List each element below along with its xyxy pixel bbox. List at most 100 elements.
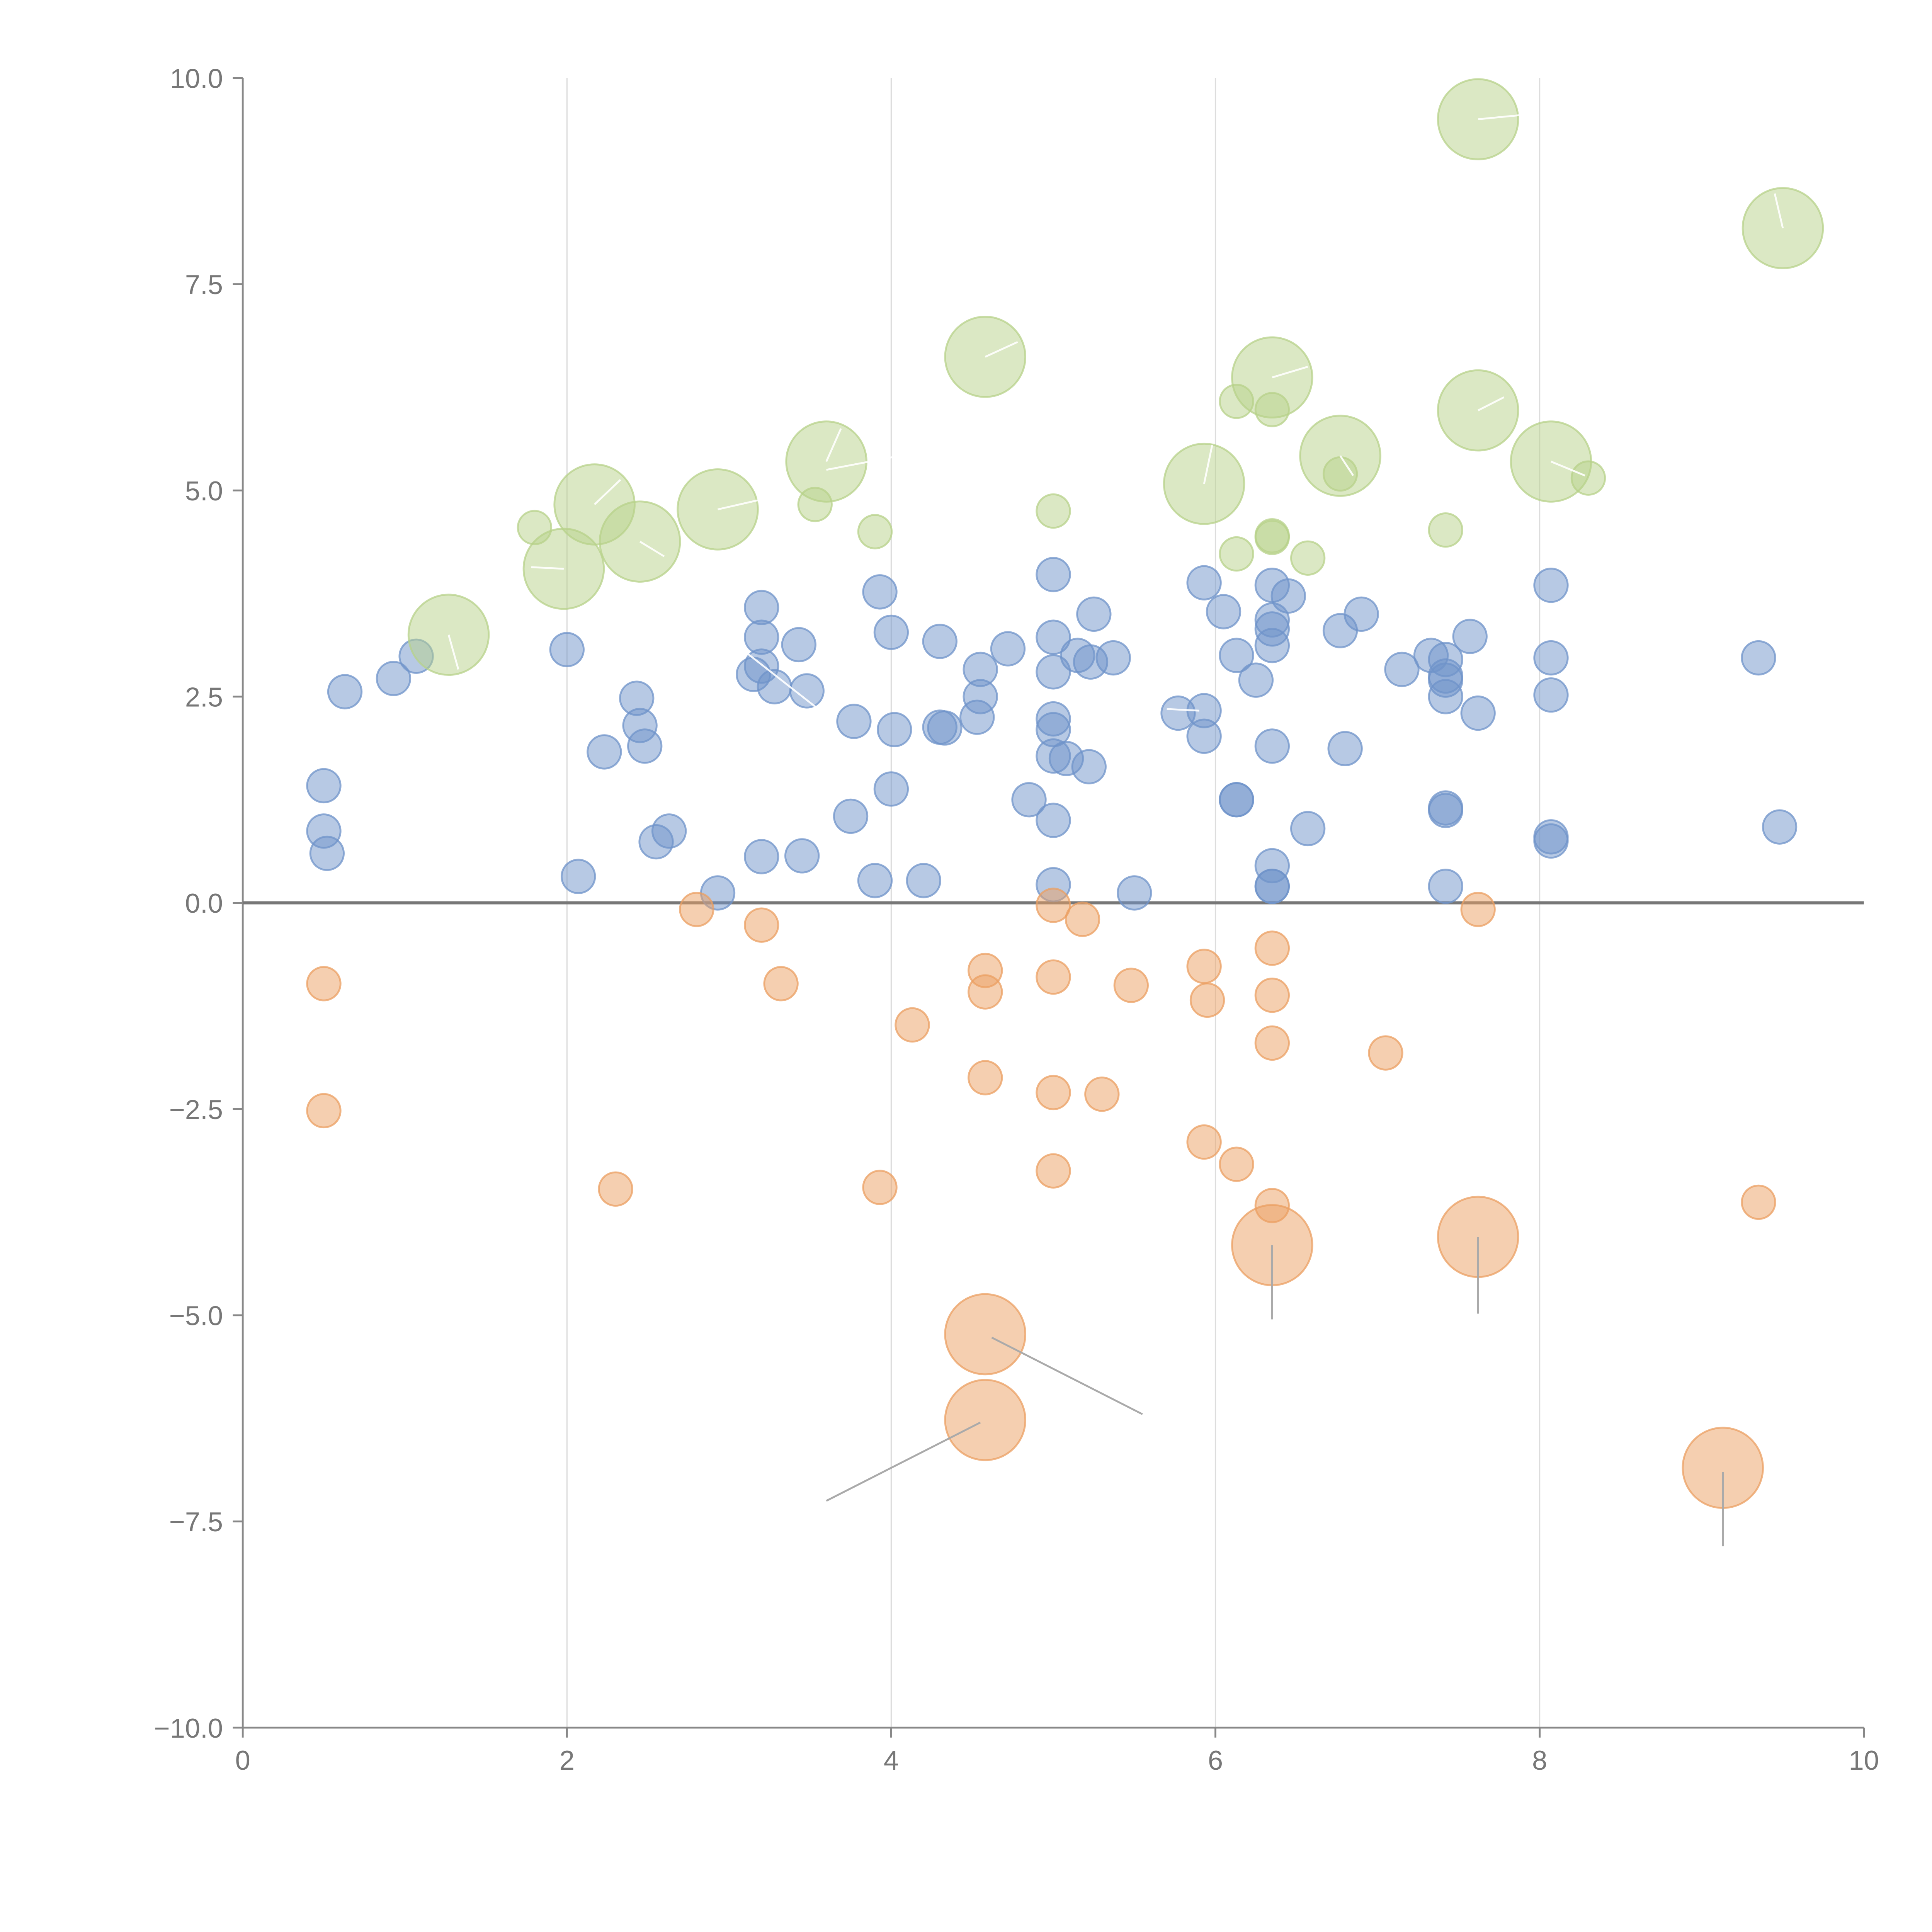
data-point-orange [895,1007,930,1043]
data-point-orange [763,966,799,1002]
tick-labels: −10.0 −7.5 −5.0 −2.5 0.0 2.5 5.0 7.5 10.0 0 2 4 6 8 10 [154,63,1879,1776]
x-tick-label: 2 [560,1745,575,1776]
data-point-blue [1206,594,1242,629]
data-point-blue [1270,578,1306,614]
annotation-leader-line [1774,193,1784,228]
data-point-blue [1036,619,1071,655]
annotation-leaders [447,114,1784,1546]
data-point-orange [1219,1146,1254,1182]
data-point-green [1163,442,1245,525]
data-point-blue [744,839,779,874]
data-point-blue [1186,565,1222,600]
y-tick-label: 7.5 [185,269,223,300]
data-point-blue [1344,596,1379,632]
y-tick-label: 2.5 [185,682,223,713]
annotation-leader-line [826,1422,981,1502]
annotation-leader-line [1339,455,1354,476]
x-tick-label: 4 [884,1745,899,1776]
data-point-orange [1460,891,1496,927]
y-tick-label: 5.0 [185,476,223,506]
series-blue [306,557,1798,911]
series-orange [306,888,1776,1509]
annotation-leader-line [639,541,665,558]
data-point-blue [1219,638,1254,673]
data-point-orange [1254,1025,1290,1061]
data-point-blue [1290,811,1326,847]
x-tick-label: 0 [235,1745,250,1776]
data-point-blue [1533,640,1569,676]
data-point-blue [1095,640,1131,676]
data-point-blue [744,590,779,626]
data-point-blue [1076,596,1112,632]
data-point-blue [651,813,687,849]
data-point-orange [1036,1153,1071,1189]
annotation-leader-line [717,491,794,510]
data-point-green [1428,512,1463,548]
data-point-blue [1428,869,1463,904]
data-point-orange [306,966,342,1002]
data-point-blue [309,835,345,871]
annotation-leader-line [825,428,842,462]
data-point-blue [836,704,872,739]
data-point-orange [744,907,779,943]
data-points [306,78,1824,1509]
data-point-green [1036,493,1071,529]
data-point-orange [1189,982,1225,1018]
data-point-blue [1533,677,1569,713]
annotation-leader-line [985,341,1018,358]
data-point-blue [1036,654,1071,690]
data-point-blue [1071,749,1107,784]
y-tick-label: −2.5 [169,1094,223,1125]
data-point-green [677,468,759,551]
data-point-blue [1117,875,1152,911]
data-point-blue [627,728,663,764]
data-point-blue [327,674,363,709]
data-point-blue [781,627,816,663]
data-point-blue [1011,782,1047,818]
data-point-orange [944,1293,1026,1376]
data-point-orange [1036,1075,1071,1111]
data-point-blue [1533,568,1569,603]
y-tick-label: −10.0 [154,1713,223,1743]
data-point-blue [587,734,622,770]
data-point-blue [1533,823,1569,859]
data-point-green [785,420,867,503]
data-point-orange [1065,901,1100,937]
data-point-blue [873,614,909,650]
x-tick-label: 10 [1849,1745,1879,1776]
data-point-orange [1254,930,1290,966]
data-point-orange [1741,1184,1776,1220]
data-point-blue [561,859,596,894]
y-tick-label: 0.0 [185,888,223,918]
data-point-blue [857,863,893,898]
data-point-blue [1327,731,1363,767]
data-point-orange [598,1171,633,1207]
data-point-green [944,316,1026,398]
data-point-blue [1036,557,1071,592]
data-point-blue [1036,803,1071,838]
annotation-leader-line [736,645,819,710]
data-point-blue [1238,662,1274,698]
data-point-orange [968,974,1003,1010]
data-point-blue [927,710,963,746]
data-point-blue [1384,651,1420,687]
data-point-blue [1254,628,1290,663]
data-point-blue [306,768,342,804]
x-tick-label: 8 [1532,1745,1547,1776]
data-point-orange [1254,977,1290,1013]
annotation-leader-line [1551,461,1586,477]
data-point-blue [376,661,412,696]
data-point-blue [1460,695,1496,731]
data-point-orange [306,1093,342,1129]
data-point-blue [990,631,1026,667]
data-point-blue [1452,619,1488,654]
data-point-orange [1186,1124,1222,1160]
annotation-leader-line [826,454,905,471]
data-point-blue [906,863,941,898]
data-point-blue [1254,728,1290,764]
data-point-orange [1113,968,1149,1003]
annotation-leader-line [447,634,459,670]
data-point-blue [784,838,820,874]
data-point-blue [833,798,869,834]
